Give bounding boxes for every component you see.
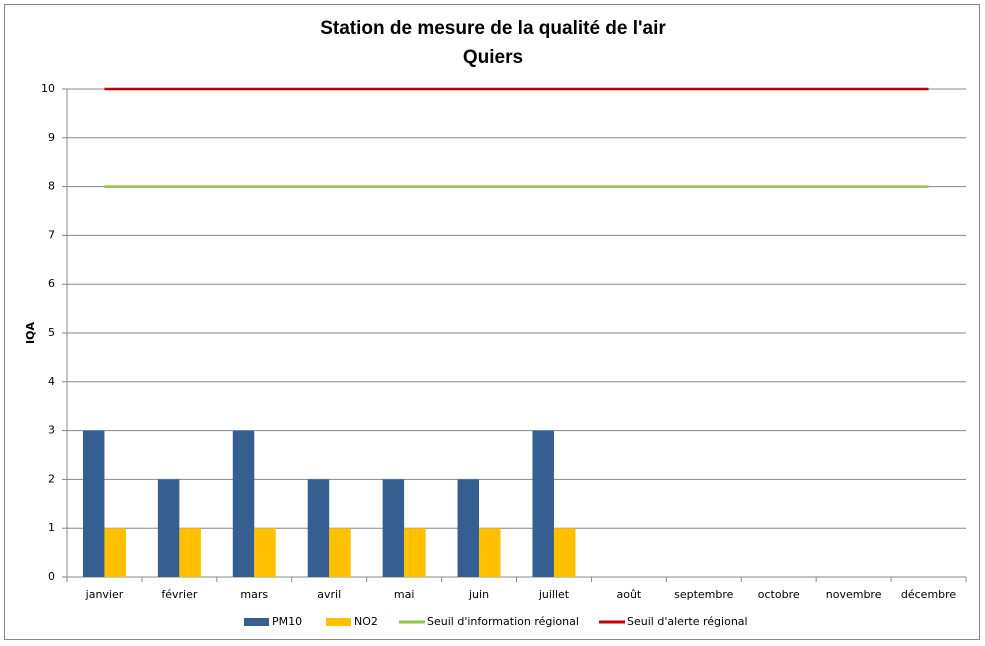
y-tick-label: 0 <box>48 570 55 583</box>
y-tick-label: 6 <box>48 277 55 290</box>
bar <box>179 528 201 577</box>
bar <box>157 479 180 577</box>
legend-swatch <box>326 618 351 626</box>
x-tick-label: février <box>161 588 197 601</box>
bar <box>404 528 426 577</box>
legend-label: Seuil d'alerte régional <box>627 615 748 628</box>
x-tick-label: novembre <box>826 588 882 601</box>
chart-subtitle: Quiers <box>463 47 523 68</box>
x-tick-label: octobre <box>758 588 800 601</box>
legend-label: PM10 <box>272 615 302 628</box>
x-tick-label: juillet <box>538 588 570 601</box>
y-tick-label: 7 <box>48 228 55 241</box>
bar <box>82 430 105 577</box>
y-tick-label: 4 <box>48 375 55 388</box>
y-tick-label: 2 <box>48 472 55 485</box>
x-tick-label: décembre <box>901 588 957 601</box>
bar <box>479 528 501 577</box>
bar <box>382 479 405 577</box>
x-tick-label: septembre <box>674 588 734 601</box>
y-tick-label: 9 <box>48 131 55 144</box>
legend-label: NO2 <box>354 615 378 628</box>
y-tick-label: 5 <box>48 326 55 339</box>
bar <box>457 479 480 577</box>
bar <box>532 430 554 577</box>
x-tick-label: août <box>616 588 641 601</box>
y-tick-label: 3 <box>48 424 55 437</box>
y-axis-label: IQA <box>24 322 37 344</box>
chart-title: Station de mesure de la qualité de l'air <box>320 18 666 39</box>
legend-swatch <box>244 618 269 626</box>
x-tick-label: avril <box>317 588 341 601</box>
bar <box>307 479 330 577</box>
y-tick-label: 8 <box>48 180 55 193</box>
bar <box>232 430 255 577</box>
x-tick-label: juin <box>468 588 489 601</box>
legend-label: Seuil d'information régional <box>427 615 579 628</box>
y-tick-label: 10 <box>41 82 55 95</box>
x-tick-label: janvier <box>85 588 124 601</box>
x-tick-label: mars <box>240 588 268 601</box>
y-tick-label: 1 <box>48 521 55 534</box>
x-tick-label: mai <box>394 588 415 601</box>
bar <box>254 528 276 577</box>
bar <box>104 528 126 577</box>
bar <box>553 528 576 577</box>
bar <box>329 528 351 577</box>
